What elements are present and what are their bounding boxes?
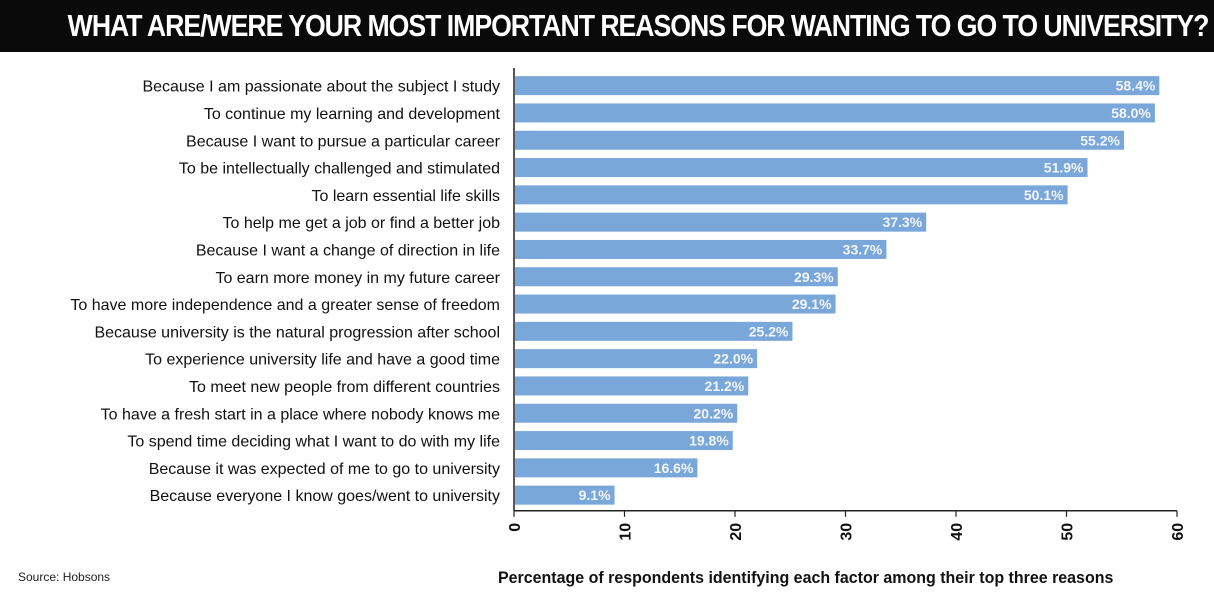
data-label: 37.3% [882,214,922,230]
category-label: Because university is the natural progre… [94,324,500,341]
x-axis-label: Percentage of respondents identifying ea… [498,568,1114,587]
bar [515,458,698,478]
data-label: 33.7% [843,241,883,257]
bar [515,294,836,314]
x-tick-label: 10 [618,523,635,541]
bar [515,185,1068,205]
data-label: 20.2% [694,405,734,421]
category-label: To have more independence and a greater … [70,297,500,314]
x-tick-label: 50 [1060,523,1077,541]
category-label: To meet new people from different countr… [189,379,500,396]
title-bar: WHAT ARE/WERE YOUR MOST IMPORTANT REASON… [0,0,1214,52]
bar [515,403,738,423]
bar [515,130,1124,150]
bar [515,212,927,232]
data-label: 51.9% [1044,160,1084,176]
data-label: 58.4% [1116,78,1156,94]
data-label: 29.3% [794,269,834,285]
data-label: 55.2% [1080,132,1120,148]
data-label: 9.1% [579,487,611,503]
category-label: To earn more money in my future career [215,270,500,287]
bar [515,349,758,369]
x-tick-label: 20 [728,523,745,541]
category-label: To help me get a job or find a better jo… [222,215,500,232]
data-label: 58.0% [1111,105,1151,121]
category-label: To spend time deciding what I want to do… [127,434,500,451]
x-tick-label: 0 [507,523,524,532]
data-label: 19.8% [689,433,729,449]
category-label: To experience university life and have a… [145,352,500,369]
bar [515,431,733,451]
bar [515,267,838,287]
data-label: 22.0% [713,351,753,367]
bar [515,239,887,259]
category-label: Because I want to pursue a particular ca… [186,133,501,150]
category-label: To be intellectually challenged and stim… [179,161,500,178]
bar [515,321,793,341]
category-label: Because it was expected of me to go to u… [149,461,500,478]
bar [515,485,615,505]
category-label: To have a fresh start in a place where n… [101,406,500,423]
data-label: 50.1% [1024,187,1064,203]
data-label: 25.2% [749,323,789,339]
x-tick-label: 60 [1170,523,1187,541]
category-label: To learn essential life skills [311,188,500,205]
bar [515,103,1155,123]
data-label: 29.1% [792,296,832,312]
data-label: 16.6% [654,460,694,476]
category-label: Because everyone I know goes/went to uni… [150,488,500,505]
x-tick-label: 40 [949,523,966,541]
x-tick-label: 30 [839,523,856,541]
bar [515,376,749,396]
data-label: 21.2% [705,378,745,394]
chart-title: WHAT ARE/WERE YOUR MOST IMPORTANT REASON… [67,8,1209,43]
bar [515,76,1160,96]
category-label: To continue my learning and development [204,106,501,123]
category-label: Because I want a change of direction in … [196,242,500,259]
category-label: Because I am passionate about the subjec… [142,79,500,96]
source-note: Source: Hobsons [18,570,111,584]
bar [515,158,1088,178]
